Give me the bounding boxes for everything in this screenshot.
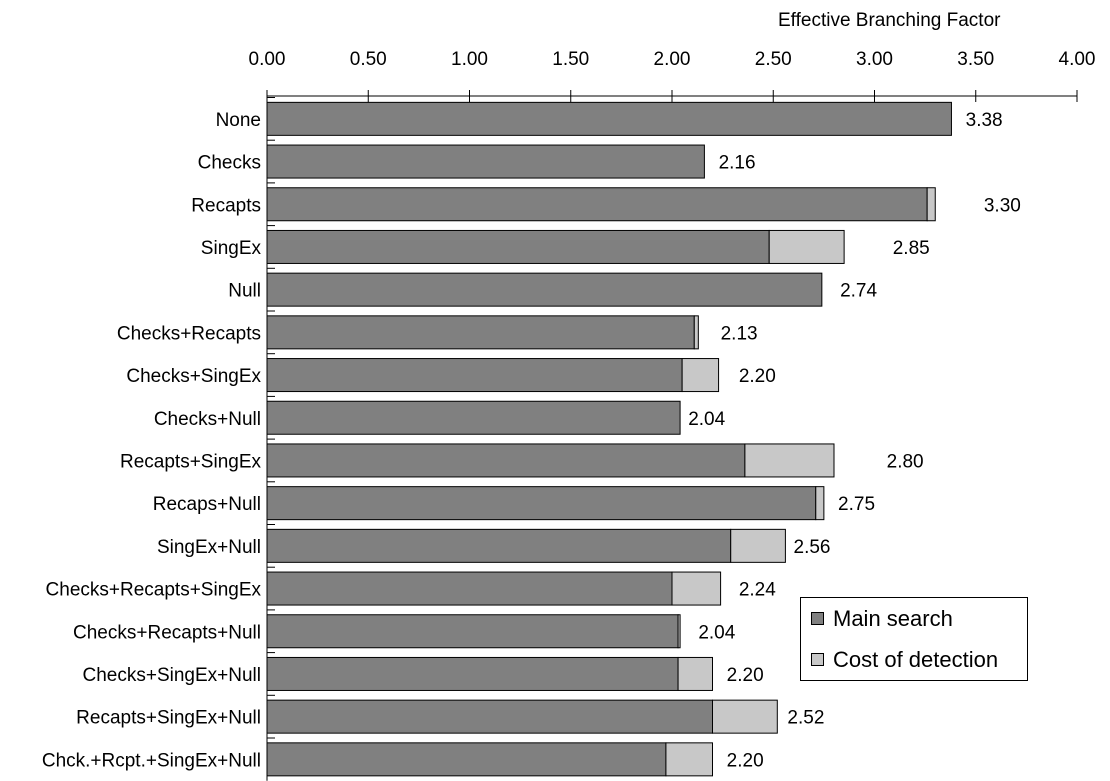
category-label-checks: Checks xyxy=(198,153,261,174)
legend-label-main-search: Main search xyxy=(833,606,953,631)
bar-main-search-none xyxy=(266,101,952,136)
legend-item-main-search: Main search xyxy=(811,606,953,632)
bar-cost-of-detection-checks-singex-null xyxy=(677,656,714,691)
x-tick-label: 2.50 xyxy=(755,49,792,70)
bar-main-search-recapts xyxy=(266,187,928,222)
total-label-recapts-singex-null: 2.52 xyxy=(787,708,824,729)
bar-cost-of-detection-checks-recapts-null xyxy=(677,614,681,649)
total-label-recaps-null: 2.75 xyxy=(838,494,875,515)
x-tick-label: 1.00 xyxy=(451,49,488,70)
x-tick-label: 0.00 xyxy=(249,49,286,70)
total-label-recapts: 3.30 xyxy=(984,195,1021,216)
total-label-checks-recapts-null: 2.04 xyxy=(698,622,735,643)
bar-cost-of-detection-recaps-null xyxy=(815,486,825,521)
x-tick-label: 1.50 xyxy=(552,49,589,70)
bar-main-search-checks-singex-null xyxy=(266,656,679,691)
x-axis-title: Effective Branching Factor xyxy=(778,10,1001,31)
category-label-recapts-singex: Recapts+SingEx xyxy=(120,451,261,472)
legend-item-cost-of-detection: Cost of detection xyxy=(811,647,998,673)
bar-main-search-singex xyxy=(266,229,770,264)
bar-cost-of-detection-checks-singex xyxy=(681,358,720,393)
total-label-null: 2.74 xyxy=(840,281,877,302)
category-label-checks-recapts-null: Checks+Recapts+Null xyxy=(73,622,261,643)
total-label-singex: 2.85 xyxy=(893,238,930,259)
total-label-singex-null: 2.56 xyxy=(794,537,831,558)
bar-main-search-singex-null xyxy=(266,528,732,563)
bar-cost-of-detection-recapts xyxy=(926,187,936,222)
bar-cost-of-detection-recapts-singex xyxy=(744,443,835,478)
bar-main-search-checks-recapts-null xyxy=(266,614,679,649)
category-label-checks-recapts-singex: Checks+Recapts+SingEx xyxy=(46,580,262,601)
x-tick-label: 3.00 xyxy=(856,49,893,70)
bar-cost-of-detection-recapts-singex-null xyxy=(712,699,778,734)
bar-main-search-checks-recapts-singex xyxy=(266,571,673,606)
category-label-checks-null: Checks+Null xyxy=(154,409,261,430)
category-label-checks-singex: Checks+SingEx xyxy=(126,366,261,387)
bar-main-search-null xyxy=(266,272,823,307)
bar-main-search-recapts-singex xyxy=(266,443,746,478)
total-label-checks-singex: 2.20 xyxy=(739,366,776,387)
total-label-checks-null: 2.04 xyxy=(688,409,725,430)
bar-layer xyxy=(266,101,952,777)
category-label-recapts: Recapts xyxy=(191,195,261,216)
bar-main-search-chck-rcpt-singex-null xyxy=(266,742,667,777)
axis-layer: 0.00 0.50 1.00 1.50 2.00 2.50 3.00 3.50 4.00 xyxy=(249,49,1096,781)
legend-swatch-cost-of-detection xyxy=(811,653,824,666)
bar-cost-of-detection-singex-null xyxy=(730,528,786,563)
bar-cost-of-detection-singex xyxy=(768,229,845,264)
category-label-recapts-singex-null: Recapts+SingEx+Null xyxy=(76,708,261,729)
category-label-none: None xyxy=(216,110,261,131)
bar-main-search-recaps-null xyxy=(266,486,817,521)
category-label-singex: SingEx xyxy=(201,238,262,259)
total-label-recapts-singex: 2.80 xyxy=(887,451,924,472)
category-label-checks-singex-null: Checks+SingEx+Null xyxy=(83,665,261,686)
total-label-chck-rcpt-singex-null: 2.20 xyxy=(727,750,764,771)
legend-swatch-main-search xyxy=(811,612,824,625)
total-label-checks-recapts: 2.13 xyxy=(721,323,758,344)
x-tick-label: 3.50 xyxy=(957,49,994,70)
category-label-chck-rcpt-singex-null: Chck.+Rcpt.+SingEx+Null xyxy=(42,750,261,771)
legend-label-cost-of-detection: Cost of detection xyxy=(833,647,999,672)
total-label-checks-recapts-singex: 2.24 xyxy=(739,580,776,601)
bar-cost-of-detection-checks-recapts-singex xyxy=(671,571,722,606)
category-label-null: Null xyxy=(228,281,261,302)
x-tick-label: 0.50 xyxy=(350,49,387,70)
category-label-singex-null: SingEx+Null xyxy=(157,537,261,558)
category-label-checks-recapts: Checks+Recapts xyxy=(117,323,261,344)
legend: Main search Cost of detection xyxy=(800,597,1028,681)
bar-main-search-checks xyxy=(266,144,705,179)
bar-main-search-checks-recapts xyxy=(266,315,695,350)
x-tick-label: 4.00 xyxy=(1059,49,1096,70)
total-label-checks-singex-null: 2.20 xyxy=(727,665,764,686)
x-tick-label: 2.00 xyxy=(654,49,691,70)
label-layer: None 3.38 Checks 2.16 Recapts 3.30 SingEx 2.85 N… xyxy=(42,110,1021,771)
bar-main-search-recapts-singex-null xyxy=(266,699,713,734)
bar-cost-of-detection-checks-recapts xyxy=(693,315,699,350)
bar-main-search-checks-singex xyxy=(266,358,683,393)
category-label-recaps-null: Recaps+Null xyxy=(153,494,261,515)
bar-cost-of-detection-chck-rcpt-singex-null xyxy=(665,742,713,777)
bar-main-search-checks-null xyxy=(266,400,681,435)
total-label-checks: 2.16 xyxy=(719,153,756,174)
total-label-none: 3.38 xyxy=(966,110,1003,131)
